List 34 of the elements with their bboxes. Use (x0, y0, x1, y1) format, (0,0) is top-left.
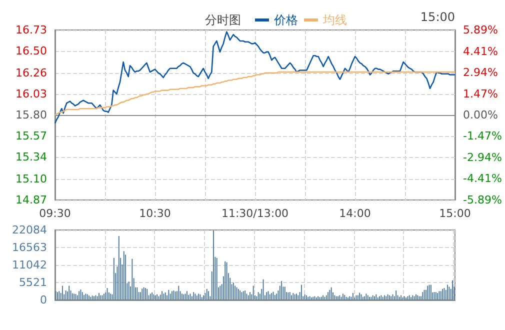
y-tick-label: 14.87 (16, 194, 47, 206)
y2-tick-label: -2.94% (463, 150, 502, 164)
y2-tick-label: -1.47% (463, 130, 502, 143)
y-tick-label: 0 (40, 294, 47, 306)
x-tick-label: 15:00 (439, 207, 471, 220)
x-tick-label: 11:30/13:00 (221, 207, 289, 220)
legend-label: 均线 (322, 13, 347, 27)
line-series (54, 71, 456, 116)
x-tick-label: 10:30 (139, 207, 171, 220)
y-tick-label: 16.50 (16, 44, 47, 58)
legend-label: 价格 (273, 13, 298, 27)
y-tick-label: 15.57 (16, 130, 47, 143)
y-tick-label: 16563 (12, 241, 47, 254)
y-tick-label: 5521 (19, 276, 47, 289)
y2-tick-label: -5.89% (463, 194, 502, 206)
x-tick-label: 09:30 (39, 207, 71, 220)
y-tick-label: 15.34 (16, 150, 47, 164)
chart-title: 分时图 (205, 13, 241, 27)
line-series (54, 31, 456, 124)
y-tick-label: 22084 (12, 224, 47, 236)
y-tick-label: 16.73 (16, 24, 47, 36)
text: 15:00 (420, 10, 456, 24)
y-tick-label: 16.26 (16, 66, 47, 80)
y2-tick-label: 1.47% (463, 87, 498, 100)
y2-tick-label: 5.89% (463, 24, 498, 36)
y2-tick-label: 2.94% (463, 66, 498, 80)
y-tick-label: 15.10 (16, 172, 47, 186)
x-tick-label: 14:00 (339, 207, 371, 220)
y2-tick-label: 0.00% (463, 108, 498, 122)
y2-tick-label: -4.41% (463, 172, 502, 186)
y-tick-label: 16.03 (16, 87, 47, 100)
y-tick-label: 15.80 (16, 108, 47, 122)
y2-tick-label: 4.41% (463, 44, 498, 58)
y-tick-label: 11042 (12, 258, 47, 272)
